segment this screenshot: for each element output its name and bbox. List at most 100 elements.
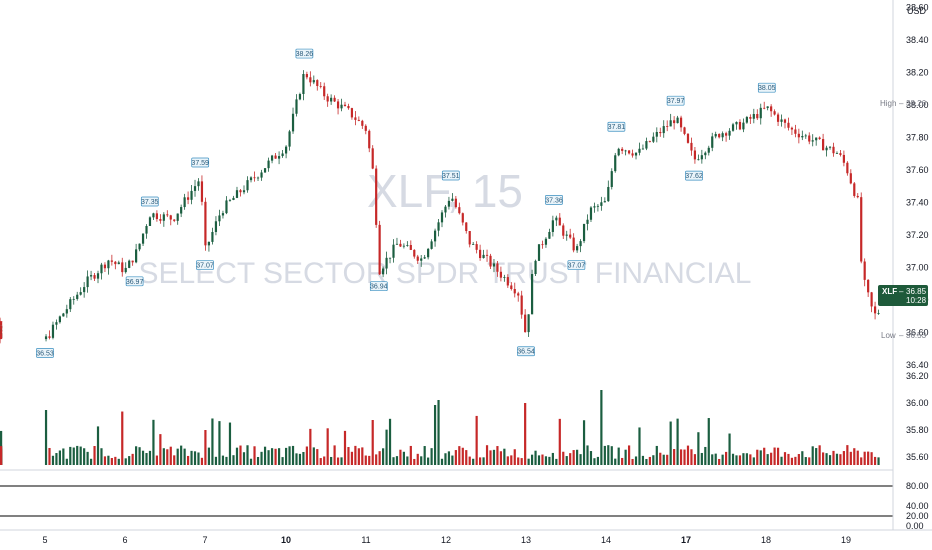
volume-bar (576, 449, 579, 465)
candle-body (860, 197, 863, 262)
candle-body (738, 121, 742, 130)
candle-body (274, 155, 277, 159)
candle-body (475, 244, 478, 250)
candle-body (51, 324, 55, 338)
oscillator-tick-label: 20.00 (906, 511, 929, 521)
low-label: Low – 36.53 (881, 331, 927, 340)
volume-bar (482, 457, 485, 465)
volume-bar (856, 450, 859, 465)
oscillator-tick-label: 80.00 (906, 481, 929, 491)
candle-body (305, 74, 308, 78)
candle-body (416, 256, 419, 261)
volume-bar (797, 454, 800, 465)
candle-body (724, 133, 728, 136)
volume-bar (402, 451, 405, 465)
volume-bar (860, 457, 863, 465)
volume-bar (510, 455, 513, 465)
volume-bar (617, 447, 620, 465)
candle-body (749, 117, 752, 119)
price-annotations: 36.53 37.35 36.97 37.59 37.07 38.26 36.94 37.51… (36, 48, 776, 358)
volume-bar (232, 455, 235, 465)
candle-body (711, 136, 714, 148)
volume-bar (96, 426, 100, 465)
candle-body (679, 117, 683, 128)
candle-body (225, 200, 228, 214)
volume-bar (326, 428, 329, 465)
price-annotation-box (607, 121, 626, 132)
volume-bar (368, 455, 371, 465)
volume-bar (288, 446, 291, 465)
candle-body (128, 260, 131, 268)
price-annotation-box (441, 170, 460, 181)
candle-body (465, 222, 468, 232)
volume-bar (0, 446, 3, 465)
volume-bar (239, 445, 242, 465)
candle-body (565, 234, 568, 236)
volume-bar (586, 445, 589, 465)
volume-bar (461, 447, 464, 465)
candle-body (853, 183, 856, 196)
volume-bar (392, 457, 395, 465)
price-annotation-label: 37.35 (141, 199, 159, 206)
candle-body (721, 133, 724, 138)
price-tick-label: 37.60 (906, 165, 929, 175)
volume-bar (873, 456, 877, 465)
volume-bar (228, 422, 232, 465)
price-tick-label: 38.60 (906, 2, 929, 12)
volume-bar (388, 418, 392, 465)
volume-bar (544, 456, 548, 465)
time-tick-label: 11 (361, 535, 370, 545)
candle-body (752, 114, 755, 119)
volume-bar (72, 447, 75, 465)
volume-bar (804, 457, 807, 465)
volume-bar (524, 403, 527, 465)
volume-bar (867, 451, 870, 465)
candle-body (173, 219, 176, 221)
volume-bar (354, 445, 357, 465)
candle-body (877, 313, 880, 314)
volume-bar (364, 455, 367, 465)
volume-bar (235, 447, 239, 465)
time-axis-ticks[interactable]: 5 6 7 10 11 12 13 14 17 18 19 (42, 535, 851, 545)
candle-body (100, 264, 103, 274)
candle-body (246, 180, 249, 191)
volume-bar (603, 445, 606, 465)
volume-bar (89, 458, 93, 465)
candle-body (839, 153, 842, 155)
volume-bar (600, 390, 603, 465)
volume-bar (745, 453, 748, 465)
volume-bar (697, 432, 700, 465)
volume-bar (669, 421, 672, 465)
candle-body (298, 94, 302, 100)
high-label-value: 38.26 (906, 99, 927, 108)
volume-bar (409, 445, 412, 465)
candle-body (676, 117, 679, 124)
volume-bar (378, 451, 381, 465)
candle-body (811, 140, 814, 142)
volume-bar (707, 418, 710, 465)
volume-bar (451, 455, 454, 465)
candle-body (69, 299, 72, 310)
volume-bar (662, 454, 665, 465)
volume-bar (690, 449, 693, 465)
volume-bar (176, 448, 179, 465)
last-price-tag[interactable]: XLF – 36.85 10:28 (878, 285, 928, 306)
volume-bar (361, 447, 364, 465)
time-tick-label: 12 (441, 535, 451, 545)
price-annotation-label: 38.05 (758, 85, 776, 92)
volume-bar (69, 446, 72, 465)
volume-bar (291, 445, 295, 465)
candle-body (79, 292, 82, 295)
svg-text:–: – (899, 331, 904, 340)
volume-bar (395, 456, 399, 465)
candle-body (686, 133, 690, 143)
candle-body (162, 214, 165, 221)
volume-bar (221, 455, 225, 465)
volume-bar (534, 450, 537, 465)
volume-bar (614, 458, 617, 465)
price-axis-area[interactable] (893, 0, 932, 530)
candle-body (530, 274, 534, 315)
candle-body (131, 260, 134, 263)
volume-bar (811, 446, 814, 465)
